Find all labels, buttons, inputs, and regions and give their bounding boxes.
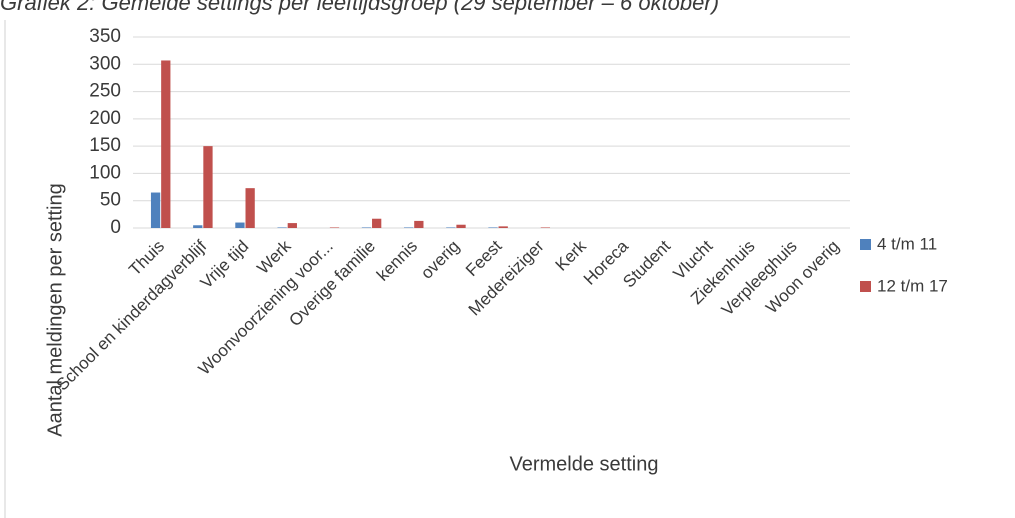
- y-tick-label: 350: [89, 26, 121, 47]
- bar: [161, 60, 171, 228]
- bar: [540, 227, 551, 228]
- y-tick-label: 50: [100, 190, 121, 211]
- y-tick-label: 150: [89, 135, 121, 156]
- bar: [203, 146, 213, 228]
- bar: [287, 223, 297, 228]
- bar: [456, 224, 466, 228]
- y-tick-label: 250: [89, 81, 121, 102]
- bar: [414, 220, 424, 228]
- y-tick-label: 300: [89, 53, 121, 74]
- y-axis-label: Aantal meldingen per setting: [44, 183, 66, 437]
- bar: [361, 227, 372, 228]
- y-tick-label: 0: [110, 217, 121, 238]
- bar: [404, 227, 414, 228]
- bar: [446, 227, 456, 228]
- legend-label: 12 t/m 17: [877, 276, 948, 295]
- bar: [277, 227, 287, 228]
- y-tick-label: 100: [89, 162, 121, 183]
- bar: [245, 188, 255, 228]
- chart-title: Grafiek 2: Gemelde settings per leeftijd…: [0, 0, 719, 15]
- legend-swatch: [860, 239, 871, 250]
- legend-swatch: [860, 281, 871, 292]
- x-axis-label: Vermelde setting: [510, 453, 659, 475]
- bar: [329, 227, 340, 228]
- bar: [488, 227, 498, 228]
- legend-label: 4 t/m 11: [877, 234, 937, 253]
- bar: [498, 226, 508, 228]
- bar: [372, 218, 382, 228]
- bar: [150, 192, 161, 228]
- bar: [235, 222, 245, 228]
- y-tick-label: 200: [89, 108, 121, 129]
- bar: [193, 225, 203, 228]
